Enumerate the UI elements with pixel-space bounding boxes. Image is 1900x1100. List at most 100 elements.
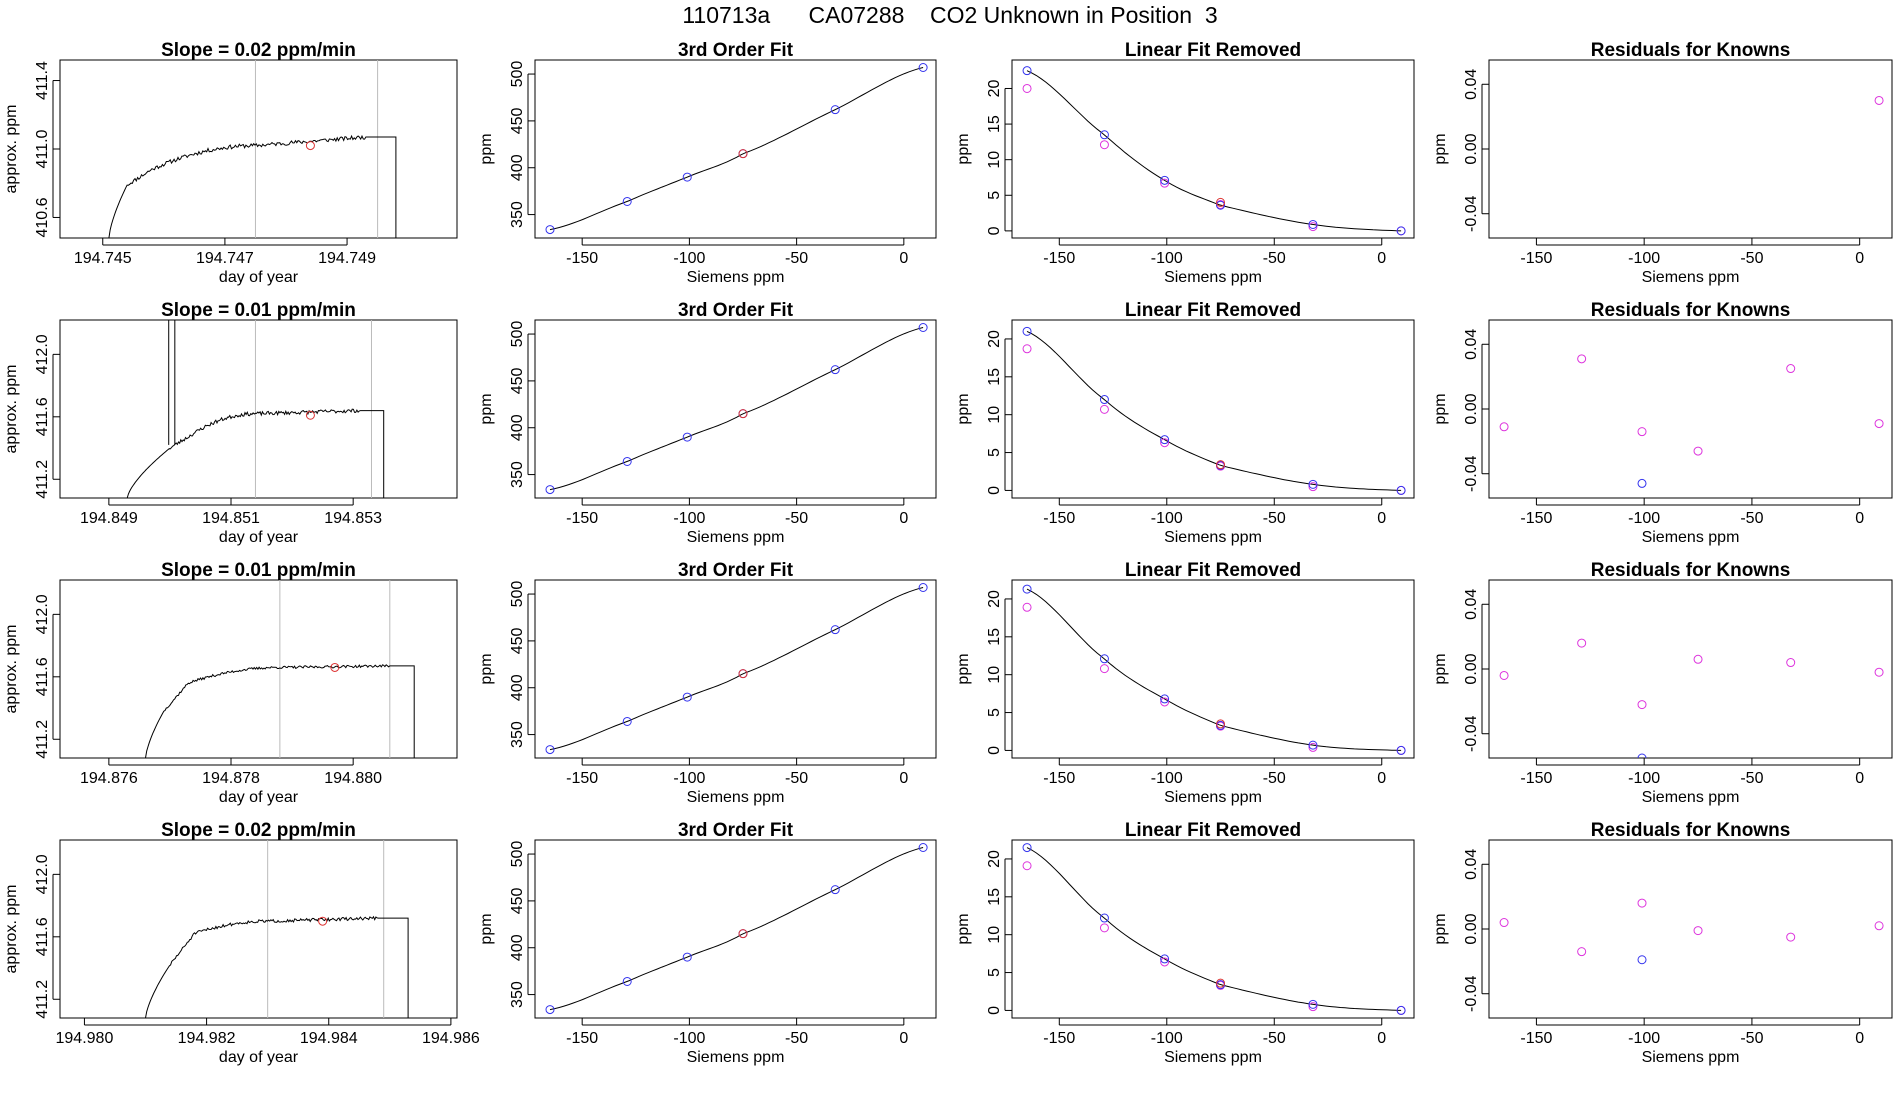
linear-r2-known-point bbox=[1308, 479, 1318, 489]
residuals-r2-title: Residuals for Knowns bbox=[1591, 300, 1791, 321]
linear-r3-xtick-label: -50 bbox=[1263, 770, 1286, 787]
trace-r2-title: Slope = 0.01 ppm/min bbox=[161, 300, 356, 321]
linear-r2-known-point bbox=[1022, 326, 1032, 336]
residuals-r4-xlabel: Siemens ppm bbox=[1642, 1049, 1740, 1066]
fit-r3-ytick-label: 500 bbox=[509, 581, 526, 608]
fit-r2-xlabel: Siemens ppm bbox=[687, 529, 785, 546]
residuals-r4-residual-point bbox=[1693, 926, 1703, 936]
trace-r1-sample-point bbox=[305, 141, 315, 151]
linear-r1-corrected-point bbox=[1308, 222, 1318, 232]
trace-r1-ytick-label: 411.4 bbox=[34, 61, 51, 100]
linear-r2-frame bbox=[1011, 319, 1415, 499]
linear-r1-curve bbox=[1026, 70, 1402, 232]
residuals-r4-plot-area bbox=[1499, 898, 1884, 965]
residuals-r2-residual-point bbox=[1693, 446, 1703, 456]
fit-r2-ytick-label: 350 bbox=[509, 461, 526, 488]
fit-r4-unknown-point bbox=[738, 929, 748, 939]
fit-r3-known-point bbox=[622, 716, 632, 726]
fit-r4-known-point bbox=[682, 952, 692, 962]
fit-r3-xlabel: Siemens ppm bbox=[687, 789, 785, 806]
trace-r2-xtick-label: 194.853 bbox=[324, 510, 382, 527]
linear-r2-corrected-point bbox=[1099, 404, 1109, 414]
fit-r1-xtick-label: 0 bbox=[899, 250, 908, 267]
trace-r4-xtick-label: 194.982 bbox=[178, 1030, 236, 1047]
linear-r2-plot-area bbox=[1022, 326, 1406, 495]
fit-r2-ytick-label: 450 bbox=[509, 367, 526, 394]
linear-r4-ytick-label: 20 bbox=[986, 850, 1003, 868]
fit-r3-unknown-point bbox=[738, 669, 748, 679]
linear-r3-ylabel: ppm bbox=[955, 653, 972, 684]
linear-r2-unknown-point bbox=[1216, 460, 1226, 470]
residuals-r2-xtick-label: -150 bbox=[1520, 510, 1552, 527]
residuals-r2-residual-point bbox=[1874, 419, 1884, 429]
fit-r1-known-point bbox=[545, 225, 555, 235]
linear-r4-curve bbox=[1026, 847, 1402, 1011]
trace-r2-ylabel: approx. ppm bbox=[3, 365, 20, 454]
trace-r2-sample-point bbox=[305, 410, 315, 420]
fit-r4-known-point bbox=[545, 1005, 555, 1015]
residuals-r2-residual-point bbox=[1499, 422, 1509, 432]
fit-r1-xtick-label: -150 bbox=[566, 250, 598, 267]
linear-r4-ylabel: ppm bbox=[955, 913, 972, 944]
residuals-r3-residual-point bbox=[1499, 670, 1509, 680]
linear-r4-xtick-label: -50 bbox=[1263, 1030, 1286, 1047]
linear-r2-ytick-label: 15 bbox=[986, 368, 1003, 386]
linear-r3-ytick-label: 15 bbox=[986, 628, 1003, 646]
linear-r2-known-point bbox=[1160, 435, 1170, 445]
fit-r2-fit-curve bbox=[549, 327, 924, 491]
linear-r1-known-point bbox=[1216, 200, 1226, 210]
fit-r3-known-point bbox=[545, 745, 555, 755]
residuals-r2-residual-point bbox=[1577, 354, 1587, 364]
linear-r4-xtick-label: -100 bbox=[1151, 1030, 1183, 1047]
fit-r4-known-point bbox=[918, 842, 928, 852]
trace-r3-trace-line bbox=[145, 664, 415, 758]
trace-r4-frame bbox=[59, 839, 458, 1019]
fit-r2-known-point bbox=[545, 485, 555, 495]
trace-r3-xlabel: day of year bbox=[219, 789, 299, 806]
residuals-r3-ytick-label: -0.04 bbox=[1463, 715, 1480, 752]
linear-r3-corrected-point bbox=[1022, 602, 1032, 612]
fit-r3-ylabel: ppm bbox=[478, 653, 495, 684]
trace-r4-ytick-label: 411.2 bbox=[34, 980, 51, 1019]
trace-r1-ytick-label: 410.6 bbox=[34, 197, 51, 237]
fit-r1-known-point bbox=[830, 105, 840, 115]
fit-r4-xtick-label: -100 bbox=[673, 1030, 705, 1047]
fit-r1-title: 3rd Order Fit bbox=[678, 40, 794, 61]
linear-r2-ytick-label: 10 bbox=[986, 406, 1003, 424]
linear-r4-frame bbox=[1011, 839, 1415, 1019]
linear-r1-xlabel: Siemens ppm bbox=[1164, 269, 1262, 286]
residuals-r4-xtick-label: -100 bbox=[1628, 1030, 1660, 1047]
fit-r1-ytick-label: 450 bbox=[509, 107, 526, 134]
residuals-r1-xtick-label: 0 bbox=[1855, 250, 1864, 267]
trace-r2-plot-area bbox=[126, 320, 385, 498]
linear-r4-ytick-label: 0 bbox=[986, 1006, 1003, 1015]
fit-r2-xtick-label: -100 bbox=[673, 510, 705, 527]
residuals-r1-residual-point bbox=[1874, 95, 1884, 105]
linear-r4-corrected-point bbox=[1160, 957, 1170, 967]
linear-r3-unknown-point bbox=[1216, 719, 1226, 729]
linear-r3-frame bbox=[1011, 579, 1415, 759]
residuals-r4-xtick-label: -150 bbox=[1520, 1030, 1552, 1047]
linear-r1-known-point bbox=[1022, 66, 1032, 76]
trace-r4-ytick-label: 412.0 bbox=[34, 854, 51, 894]
trace-r3-ytick-label: 412.0 bbox=[34, 594, 51, 634]
linear-r3-ytick-label: 10 bbox=[986, 666, 1003, 684]
fit-r1-fit-curve bbox=[549, 67, 924, 231]
fit-r3-xtick-label: -100 bbox=[673, 770, 705, 787]
fit-r4-plot-area bbox=[545, 842, 928, 1015]
linear-r1-known-point bbox=[1099, 130, 1109, 140]
residuals-r3-known-residual-point bbox=[1637, 753, 1647, 758]
linear-r2-corrected-point bbox=[1160, 438, 1170, 448]
residuals-r4-residual-point bbox=[1874, 921, 1884, 931]
residuals-r4-ytick-label: -0.04 bbox=[1463, 975, 1480, 1012]
trace-r1-plot-area bbox=[108, 60, 397, 238]
fit-r1-ylabel: ppm bbox=[478, 133, 495, 164]
linear-r2-ytick-label: 0 bbox=[986, 486, 1003, 495]
linear-r2-curve bbox=[1026, 330, 1402, 491]
residuals-r2-plot-area bbox=[1499, 354, 1884, 488]
linear-r2-xtick-label: -100 bbox=[1151, 510, 1183, 527]
trace-r2-ytick-label: 411.6 bbox=[34, 397, 51, 436]
residuals-r3-ytick-label: 0.00 bbox=[1463, 653, 1480, 684]
fit-r2-xtick-label: 0 bbox=[899, 510, 908, 527]
